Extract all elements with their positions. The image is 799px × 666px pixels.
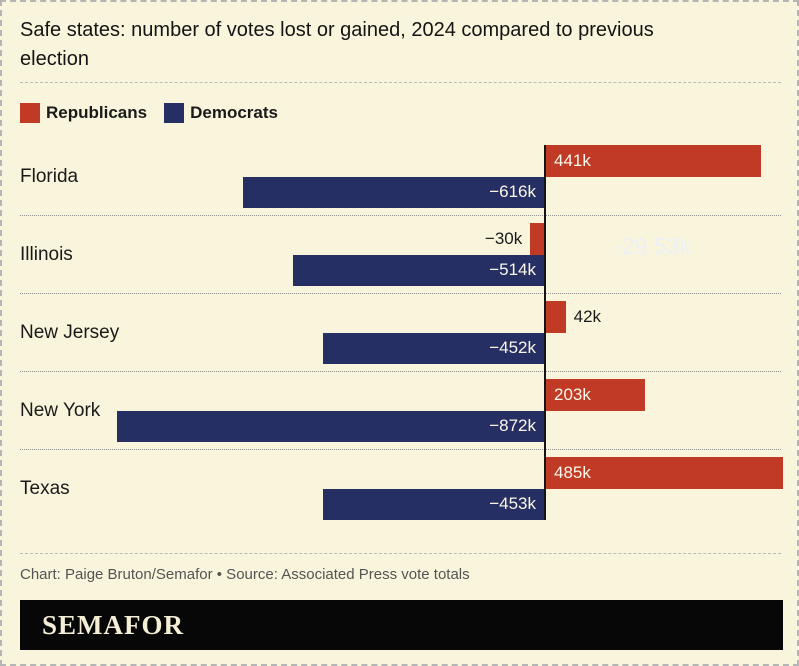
bar-democrats-illinois[interactable]: −514k [292, 254, 545, 286]
bar-value-label: 485k [554, 462, 591, 482]
title-divider [20, 82, 781, 83]
semafor-logo: SEMAFOR [42, 609, 184, 640]
credit-line: Chart: Paige Bruton/Semafor • Source: As… [20, 566, 470, 583]
bar-value-label: 42k [573, 306, 602, 326]
state-label-new-york: New York [20, 399, 101, 421]
legend-label-republicans: Republicans [46, 103, 148, 122]
bar-value-label: −453k [489, 494, 536, 514]
legend-label-democrats: Democrats [190, 103, 278, 122]
chart-title: Safe states: number of votes lost or gai… [20, 19, 654, 70]
bar-democrats-florida[interactable]: −616k [242, 176, 545, 208]
bar-republicans-new-york[interactable]: 203k [545, 379, 645, 411]
state-label-new-jersey: New Jersey [20, 321, 120, 343]
row-separator [20, 449, 781, 450]
state-label-texas: Texas [20, 477, 70, 499]
bar-value-label: −30k [484, 228, 523, 248]
democrats-swatch-icon [164, 103, 185, 123]
footer-divider [20, 553, 781, 554]
state-label-florida: Florida [20, 165, 79, 187]
bar-value-label: 203k [554, 384, 591, 404]
row-separator [20, 215, 781, 216]
bar-value-label: −616k [489, 182, 536, 202]
row-separator [20, 371, 781, 372]
bar-value-label: −452k [489, 338, 536, 358]
bar-republicans-florida[interactable]: 441k [545, 145, 762, 177]
semafor-logo-bar: SEMAFOR [20, 600, 783, 650]
bar-democrats-new-york[interactable]: −872k [117, 410, 545, 442]
tooltip-remnant: -29.53k [614, 233, 691, 259]
bar-value-label: −514k [489, 260, 536, 280]
state-label-illinois: Illinois [20, 243, 73, 265]
row-separator [20, 293, 781, 294]
zero-baseline [544, 145, 546, 520]
bar-democrats-texas[interactable]: −453k [322, 488, 545, 520]
bar-value-label: −872k [489, 416, 536, 436]
bar-democrats-new-jersey[interactable]: −452k [323, 332, 545, 364]
republicans-swatch-icon [20, 103, 40, 123]
bar-republicans-new-jersey[interactable] [545, 301, 566, 333]
legend-item-democrats: Democrats [164, 103, 278, 123]
legend-item-republicans: Republicans [20, 103, 147, 123]
bar-republicans-texas[interactable]: 485k [545, 457, 783, 489]
bar-republicans-illinois[interactable] [530, 223, 545, 255]
legend: Republicans Democrats [20, 103, 278, 123]
bar-value-label: 441k [554, 150, 591, 170]
